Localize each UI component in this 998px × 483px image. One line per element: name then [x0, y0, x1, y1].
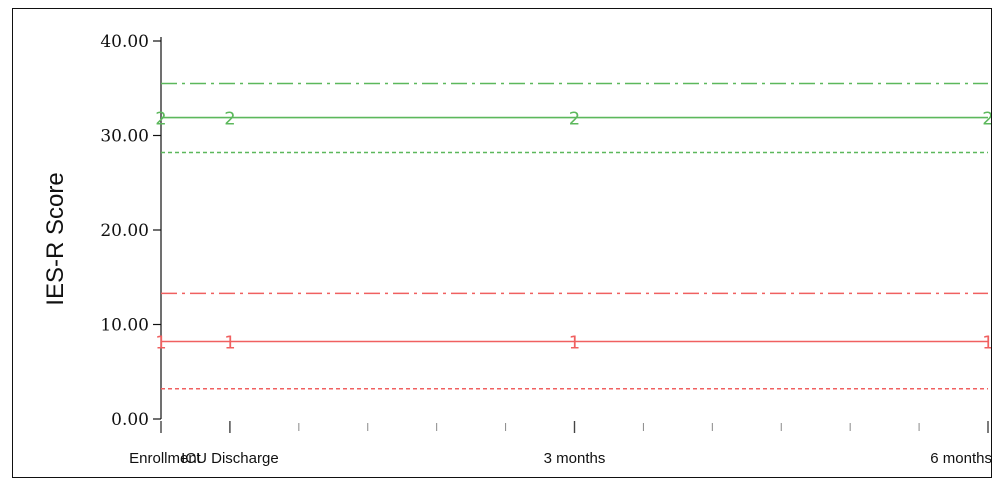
y-tick-label: 20.00 [100, 221, 149, 241]
y-axis-label: IES-R Score [42, 172, 69, 305]
y-tick-label: 10.00 [100, 316, 149, 336]
x-tick-label: Enrollment [129, 450, 202, 467]
x-tick-label: 3 months [544, 450, 606, 467]
y-tick-label: 40.00 [100, 32, 149, 52]
series-marker-2: 2 [569, 109, 580, 130]
series-marker-2: 2 [224, 109, 235, 130]
x-tick-label: ICU Discharge [181, 450, 279, 467]
series-marker-1: 1 [224, 333, 235, 354]
series-marker-2: 2 [155, 109, 166, 130]
series-marker-1: 1 [569, 333, 580, 354]
series-marker-1: 1 [155, 333, 166, 354]
y-tick-label: 0.00 [111, 410, 149, 430]
series-marker-1: 1 [982, 333, 991, 354]
x-tick-label: 6 months [930, 450, 991, 467]
series-marker-2: 2 [982, 109, 991, 130]
y-tick-label: 30.00 [100, 127, 149, 147]
ies-r-chart: IES-R Score 1 1 1 1 2 2 2 2 0.00 10.00 20.00 30.00… [42, 32, 991, 467]
chart-frame: IES-R Score 1 1 1 1 2 2 2 2 0.00 10.00 20.00 30.00… [12, 8, 992, 478]
